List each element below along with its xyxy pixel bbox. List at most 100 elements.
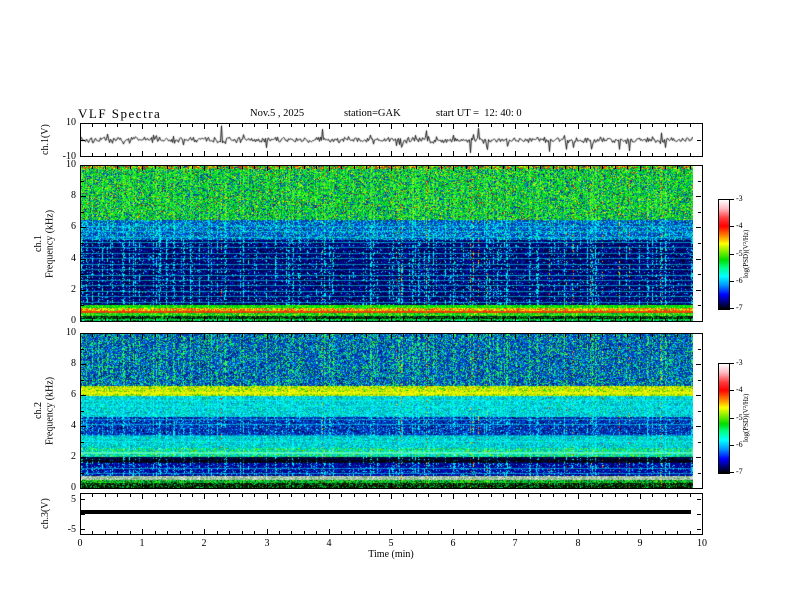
x-minor-tick	[627, 334, 628, 337]
freq-tick	[696, 426, 701, 427]
freq-tick-label: 4	[71, 253, 76, 264]
freq-tick	[698, 380, 701, 381]
x-minor-tick	[130, 124, 131, 127]
x-major-tick	[515, 529, 516, 534]
x-minor-tick	[366, 318, 367, 321]
x-minor-tick	[428, 485, 429, 488]
x-minor-tick	[690, 485, 691, 488]
x-minor-tick	[690, 166, 691, 169]
x-minor-tick	[155, 124, 156, 127]
freq-tick	[698, 305, 701, 306]
x-tick-label: 0	[77, 538, 83, 549]
x-minor-tick	[192, 334, 193, 337]
x-minor-tick	[416, 485, 417, 488]
x-minor-tick	[217, 485, 218, 488]
x-minor-tick	[92, 124, 93, 127]
ch1-waveform-canvas	[81, 124, 693, 156]
x-minor-tick	[602, 494, 603, 497]
x-major-tick	[640, 494, 641, 499]
colorbar-tick	[730, 363, 734, 364]
x-minor-tick	[304, 494, 305, 497]
x-minor-tick	[665, 153, 666, 156]
x-minor-tick	[117, 485, 118, 488]
x-minor-tick	[304, 166, 305, 169]
x-minor-tick	[478, 153, 479, 156]
x-minor-tick	[403, 485, 404, 488]
x-minor-tick	[117, 124, 118, 127]
x-major-tick	[578, 124, 579, 129]
colorbar-tick	[730, 254, 734, 255]
x-major-tick	[640, 151, 641, 156]
freq-tick	[81, 457, 86, 458]
x-minor-tick	[652, 494, 653, 497]
x-minor-tick	[615, 494, 616, 497]
x-major-tick	[640, 334, 641, 339]
x-minor-tick	[652, 318, 653, 321]
x-minor-tick	[192, 485, 193, 488]
x-major-tick	[329, 166, 330, 171]
freq-tick	[81, 333, 86, 334]
x-minor-tick	[428, 124, 429, 127]
x-minor-tick	[441, 485, 442, 488]
x-minor-tick	[167, 153, 168, 156]
x-minor-tick	[416, 494, 417, 497]
freq-tick	[696, 395, 701, 396]
x-minor-tick	[254, 531, 255, 534]
x-major-tick	[453, 494, 454, 499]
x-minor-tick	[180, 166, 181, 169]
ch3-y-tick	[697, 499, 701, 500]
x-tick-label: 4	[326, 538, 332, 549]
x-minor-tick	[615, 334, 616, 337]
x-major-tick	[391, 483, 392, 488]
x-minor-tick	[565, 531, 566, 534]
x-minor-tick	[366, 166, 367, 169]
x-minor-tick	[590, 531, 591, 534]
colorbar-tick-label: -7	[736, 467, 743, 476]
x-major-tick	[80, 151, 81, 156]
x-major-tick	[204, 166, 205, 171]
x-major-tick	[702, 494, 703, 499]
x-tick-label: 7	[512, 538, 518, 549]
freq-tick	[696, 196, 701, 197]
x-major-tick	[453, 166, 454, 171]
ch1-spectrogram-panel	[80, 165, 703, 322]
ch3-zero-line	[81, 510, 691, 514]
x-minor-tick	[690, 124, 691, 127]
colorbar-ch2	[718, 363, 730, 474]
x-minor-tick	[279, 531, 280, 534]
x-minor-tick	[254, 485, 255, 488]
freq-tick-label: 10	[66, 159, 76, 170]
x-minor-tick	[627, 531, 628, 534]
x-minor-tick	[341, 485, 342, 488]
x-minor-tick	[478, 124, 479, 127]
x-minor-tick	[242, 124, 243, 127]
x-minor-tick	[528, 485, 529, 488]
x-minor-tick	[416, 124, 417, 127]
x-minor-tick	[503, 166, 504, 169]
x-major-tick	[515, 124, 516, 129]
x-minor-tick	[677, 494, 678, 497]
x-minor-tick	[652, 166, 653, 169]
x-major-tick	[267, 494, 268, 499]
x-minor-tick	[416, 531, 417, 534]
x-minor-tick	[217, 166, 218, 169]
x-minor-tick	[180, 318, 181, 321]
x-minor-tick	[478, 494, 479, 497]
x-minor-tick	[229, 124, 230, 127]
x-minor-tick	[180, 124, 181, 127]
freq-tick	[698, 411, 701, 412]
freq-tick	[81, 227, 86, 228]
x-minor-tick	[478, 318, 479, 321]
x-minor-tick	[441, 124, 442, 127]
x-minor-tick	[242, 531, 243, 534]
ch1-wave-ytick-top: 10	[66, 117, 76, 128]
freq-tick	[81, 165, 86, 166]
x-minor-tick	[553, 153, 554, 156]
x-tick-label: 5	[388, 538, 394, 549]
x-major-tick	[267, 166, 268, 171]
x-minor-tick	[366, 124, 367, 127]
x-minor-tick	[105, 494, 106, 497]
x-minor-tick	[403, 494, 404, 497]
x-minor-tick	[428, 153, 429, 156]
x-minor-tick	[677, 485, 678, 488]
